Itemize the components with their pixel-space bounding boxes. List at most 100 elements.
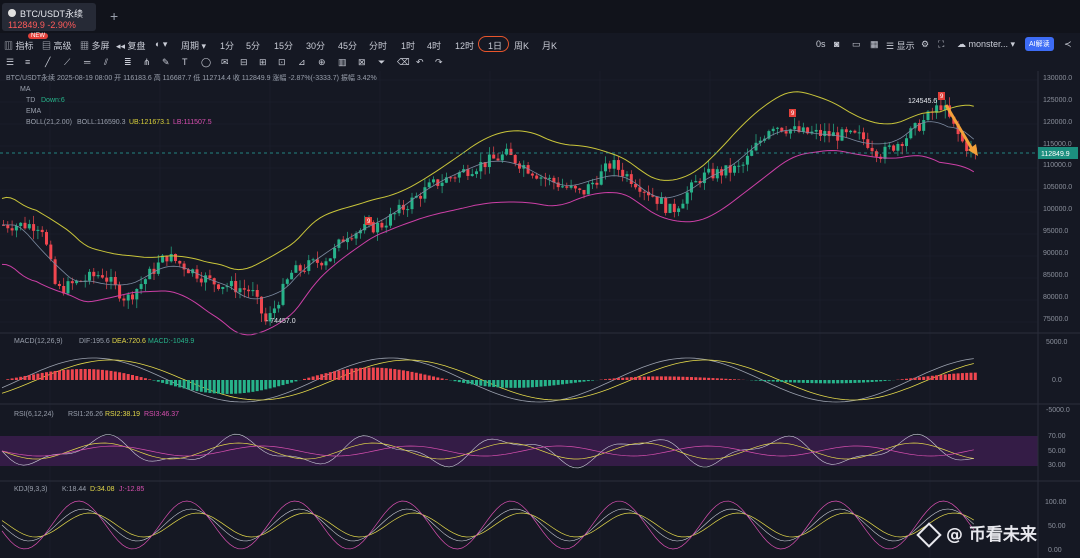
interval-30m[interactable]: 30分 — [306, 41, 326, 51]
boll-lb: LB:111507.5 — [173, 119, 212, 126]
pencil-tool-icon[interactable]: ✎ — [162, 57, 170, 67]
multi-screen-button[interactable]: ▦ 多屏 — [80, 41, 110, 51]
period-dropdown[interactable]: 周期 ▾ — [181, 41, 207, 51]
candle-body — [604, 163, 607, 172]
candle-body — [479, 162, 483, 172]
interval-15m[interactable]: 15分 — [274, 41, 294, 51]
macd-bar — [634, 376, 638, 380]
candle-body — [651, 195, 655, 197]
watermark-logo-icon — [916, 522, 942, 548]
tab-btc-usdt[interactable]: BTC/USDT永续 112849.9 -2.90% — [2, 3, 96, 31]
candle-body — [578, 188, 582, 190]
replay-button[interactable]: ◂◂ 复盘 — [116, 41, 146, 51]
interval-1h[interactable]: 1时 — [401, 41, 416, 51]
td-label[interactable]: TD — [26, 97, 35, 104]
long-position-icon[interactable]: ⊞ — [259, 57, 267, 67]
candle-body — [530, 173, 534, 176]
candle-body — [608, 163, 612, 169]
filter-icon[interactable]: ⏷ — [378, 57, 386, 67]
macd-tick: -5000.0 — [1046, 407, 1070, 414]
candle-body — [819, 129, 822, 136]
interval-5m[interactable]: 5分 — [246, 41, 261, 51]
macd-bar — [169, 380, 173, 386]
redo-icon[interactable]: ↷ — [435, 57, 443, 67]
magnet-icon[interactable]: ⊕ — [318, 57, 326, 67]
candle-body — [384, 225, 388, 228]
macd-label[interactable]: MACD(12,26,9) — [14, 338, 63, 345]
delete-icon[interactable]: ⌫ — [397, 57, 410, 67]
interval-1d[interactable]: 1日 — [488, 41, 503, 51]
macd-bar — [922, 376, 926, 380]
kdj-label[interactable]: KDJ(9,3,3) — [14, 486, 47, 493]
fib-tool-icon[interactable]: ≣ — [124, 57, 132, 67]
chart-area[interactable]: BTC/USDT永续 2025-08-19 08:00 开 116183.6 高… — [0, 71, 1080, 558]
show-button[interactable]: ☰ 显示 — [886, 41, 915, 51]
macd-value: MACD:-1049.9 — [148, 338, 194, 345]
measure-tool-icon[interactable]: ⊟ — [240, 57, 248, 67]
last-price-tag — [1038, 147, 1078, 159]
candle-body — [638, 187, 642, 192]
price-axis: 130000.0 125000.0 120000.0 115000.0 1100… — [1043, 75, 1072, 554]
candle-body — [862, 132, 865, 140]
ruler-tool-icon[interactable]: ⊿ — [298, 57, 306, 67]
macd-bar — [307, 377, 311, 380]
candle-body — [234, 280, 238, 293]
line-tool-icon[interactable]: ╱ — [45, 57, 51, 67]
camera-icon[interactable]: ◙ — [834, 39, 840, 49]
candle-body — [780, 127, 784, 132]
hline-tool-icon[interactable]: ═ — [84, 57, 91, 67]
interval-12h[interactable]: 12时 — [455, 41, 475, 51]
ai-interpret-button[interactable]: AI解读 — [1025, 37, 1054, 51]
undo-icon[interactable]: ↶ — [416, 57, 424, 67]
user-menu[interactable]: ☁ monster... ▾ — [957, 39, 1016, 49]
macd-bar — [384, 368, 388, 380]
candle-body — [552, 177, 556, 183]
note-tool-icon[interactable]: ✉ — [221, 57, 229, 67]
interval-month[interactable]: 月K — [542, 41, 558, 51]
macd-bar — [690, 377, 693, 380]
boll-label[interactable]: BOLL(21,2.00) — [26, 119, 72, 126]
last-price-value: 112849.9 — [1041, 151, 1070, 158]
share-icon[interactable]: ≺ — [1064, 39, 1072, 49]
pitchfork-tool-icon[interactable]: ⋔ — [143, 57, 151, 67]
macd-bar — [827, 380, 831, 384]
fullscreen-icon[interactable]: ⛶ — [938, 39, 945, 49]
add-tab-icon[interactable]: + — [110, 8, 119, 24]
list-icon[interactable]: ≡ — [25, 57, 31, 67]
settings-icon[interactable]: ⚙ — [921, 39, 930, 49]
lock-icon[interactable]: ⊠ — [358, 57, 366, 67]
macd-bar — [221, 380, 225, 394]
ma-label[interactable]: MA — [20, 86, 31, 93]
candle-body — [6, 224, 10, 229]
advanced-button[interactable]: ▤ 高级 — [42, 41, 72, 51]
layout-icon[interactable]: ▭ — [852, 39, 861, 49]
grid-icon[interactable]: ▦ — [870, 39, 879, 49]
macd-bar — [139, 377, 143, 380]
channel-tool-icon[interactable]: ⫽ — [104, 57, 109, 67]
text-tool-icon[interactable]: T — [182, 57, 188, 67]
interval-45m[interactable]: 45分 — [338, 41, 358, 51]
crop-tool-icon[interactable]: ⊡ — [278, 57, 286, 67]
candle-body — [122, 298, 126, 301]
candle-body — [724, 165, 728, 176]
interval-week[interactable]: 周K — [514, 41, 530, 51]
ema-label[interactable]: EMA — [26, 108, 42, 115]
interval-1m[interactable]: 1分 — [220, 41, 235, 51]
shapes-tool-icon[interactable]: ◯ — [201, 57, 212, 67]
rsi-label[interactable]: RSI(6,12,24) — [14, 411, 54, 418]
macd-bar — [844, 380, 848, 384]
macd-bar — [556, 380, 560, 385]
menu-icon[interactable]: ☰ — [6, 57, 15, 67]
chart-type-dropdown[interactable]: ◐ ▾ — [155, 39, 168, 49]
bar-chart-icon[interactable]: ▥ — [338, 57, 347, 67]
candle-body — [354, 233, 358, 239]
interval-4h[interactable]: 4时 — [427, 41, 442, 51]
interval-time[interactable]: 分时 — [369, 41, 388, 51]
indicators-button[interactable]: ▥ 指标 — [4, 41, 34, 51]
ray-tool-icon[interactable]: ⟋ — [64, 57, 71, 67]
candle-body — [733, 165, 736, 173]
candle-body — [165, 255, 169, 262]
macd-bar — [397, 369, 401, 380]
candle-body — [268, 313, 272, 322]
candle-body — [831, 132, 835, 137]
